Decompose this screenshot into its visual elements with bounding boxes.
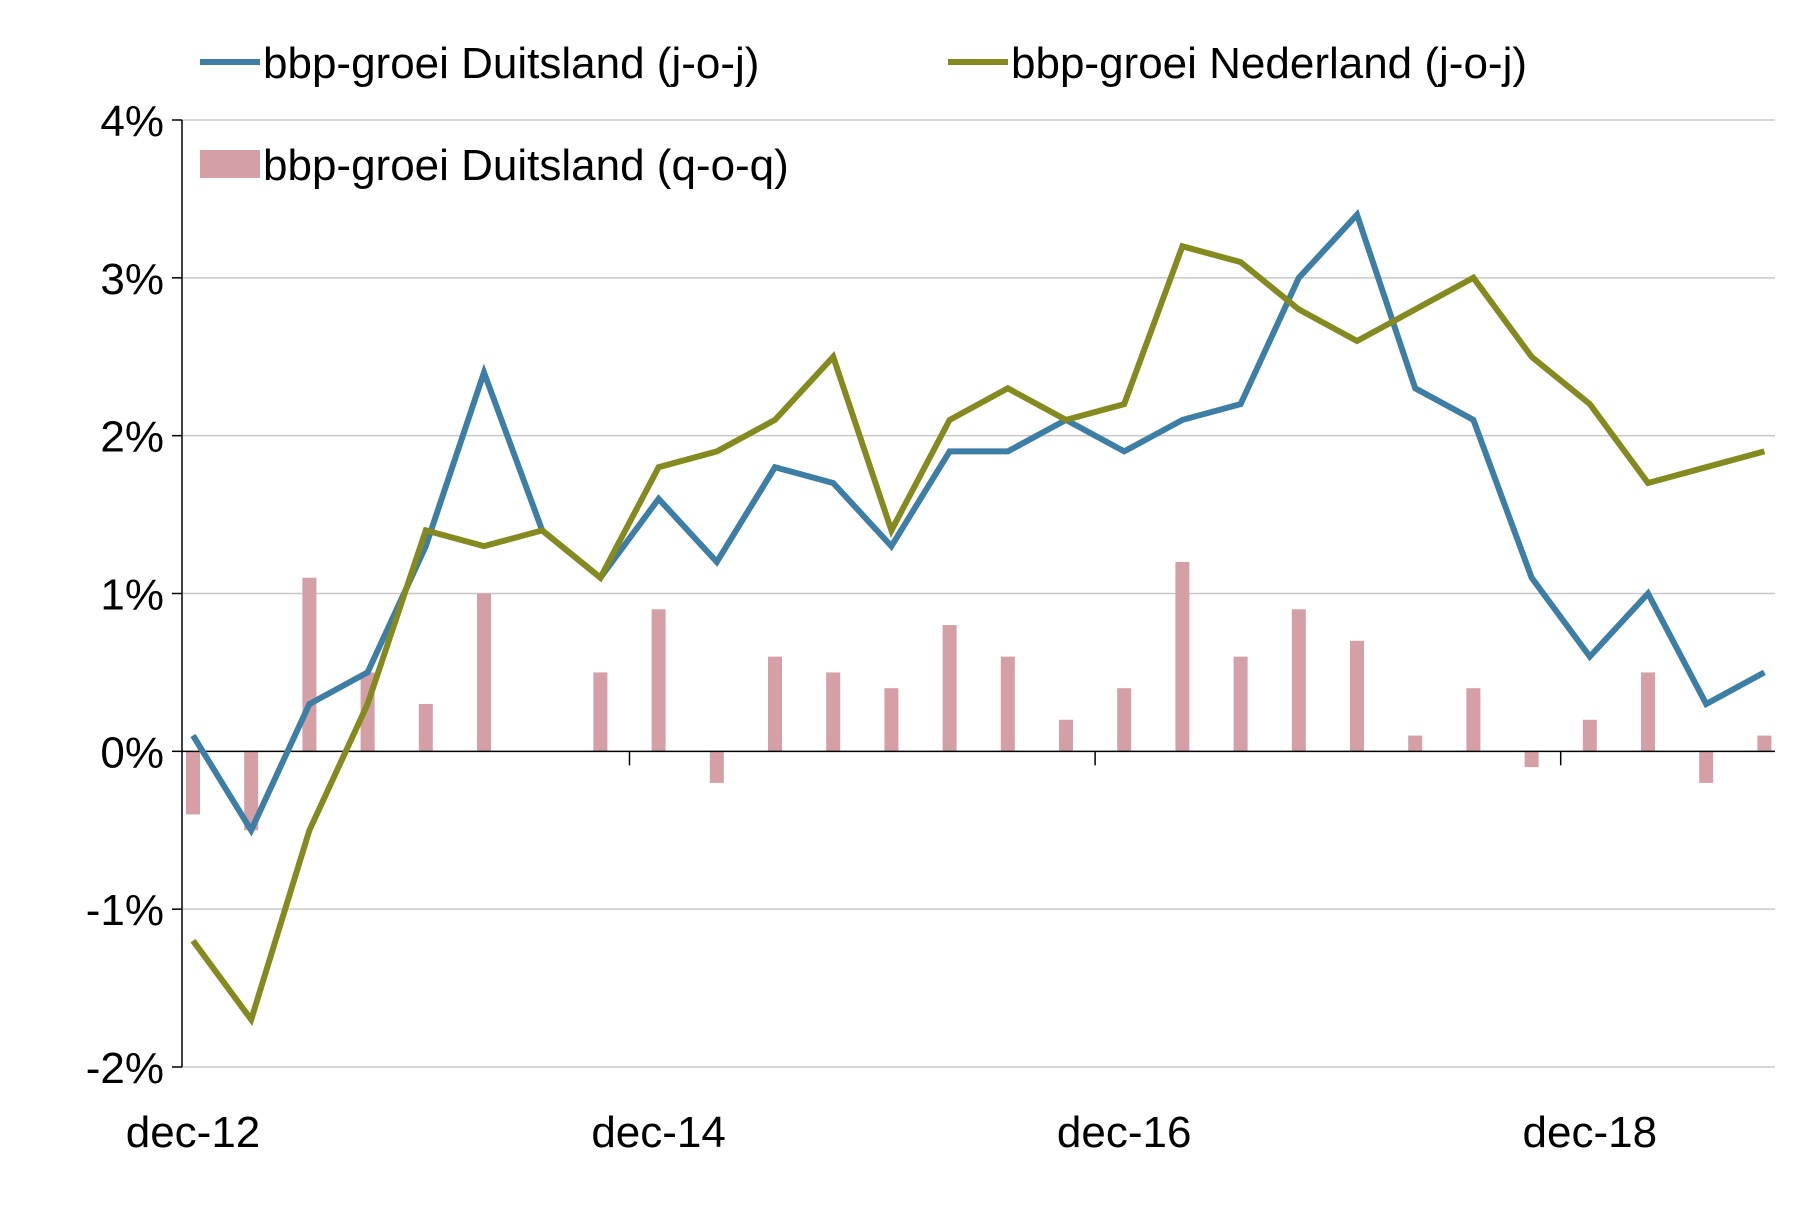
y-tick-label: 0% — [100, 728, 164, 777]
bar — [1234, 657, 1248, 752]
bar-series — [186, 562, 1771, 830]
bar — [186, 751, 200, 814]
bar — [477, 594, 491, 752]
bar — [826, 672, 840, 751]
bar — [1583, 720, 1597, 752]
bar — [1466, 688, 1480, 751]
y-tick-label: 2% — [100, 413, 164, 462]
bar — [652, 609, 666, 751]
axes: -2% -1% 0% 1% 2% 3% 4% dec-12 dec-14 dec-16 dec-18 — [86, 97, 1775, 1157]
bar — [1699, 751, 1713, 783]
line-series-path — [193, 246, 1764, 1019]
bar — [302, 578, 316, 752]
grid-lines — [182, 120, 1775, 1067]
bar — [593, 672, 607, 751]
bar — [1408, 736, 1422, 752]
bar — [1292, 609, 1306, 751]
bar — [1001, 657, 1015, 752]
x-tick-label: dec-16 — [1057, 1108, 1192, 1157]
legend-label: bbp-groei Duitsland (q-o-q) — [263, 141, 789, 190]
bar — [1525, 751, 1539, 767]
legend-label: bbp-groei Duitsland (j-o-j) — [263, 39, 759, 88]
bar — [768, 657, 782, 752]
y-tick-label: 4% — [100, 97, 164, 146]
bar — [1757, 736, 1771, 752]
y-tick-label: 3% — [100, 255, 164, 304]
bar — [1641, 672, 1655, 751]
bar — [419, 704, 433, 751]
bar — [884, 688, 898, 751]
x-tick-label: dec-18 — [1523, 1108, 1658, 1157]
y-tick-label: -1% — [86, 886, 164, 935]
x-tick-label: dec-14 — [591, 1108, 726, 1157]
line-series — [193, 215, 1764, 1020]
bar — [710, 751, 724, 783]
y-tick-label: -2% — [86, 1044, 164, 1093]
bar — [1117, 688, 1131, 751]
y-tick-label: 1% — [100, 571, 164, 620]
bar — [943, 625, 957, 751]
bar — [1059, 720, 1073, 752]
bar — [1350, 641, 1364, 751]
legend-swatch-bar — [200, 150, 260, 178]
bar — [1175, 562, 1189, 751]
legend: bbp-groei Duitsland (j-o-j) bbp-groei Ned… — [200, 39, 1527, 190]
legend-label: bbp-groei Nederland (j-o-j) — [1011, 39, 1527, 88]
x-tick-label: dec-12 — [126, 1108, 261, 1157]
